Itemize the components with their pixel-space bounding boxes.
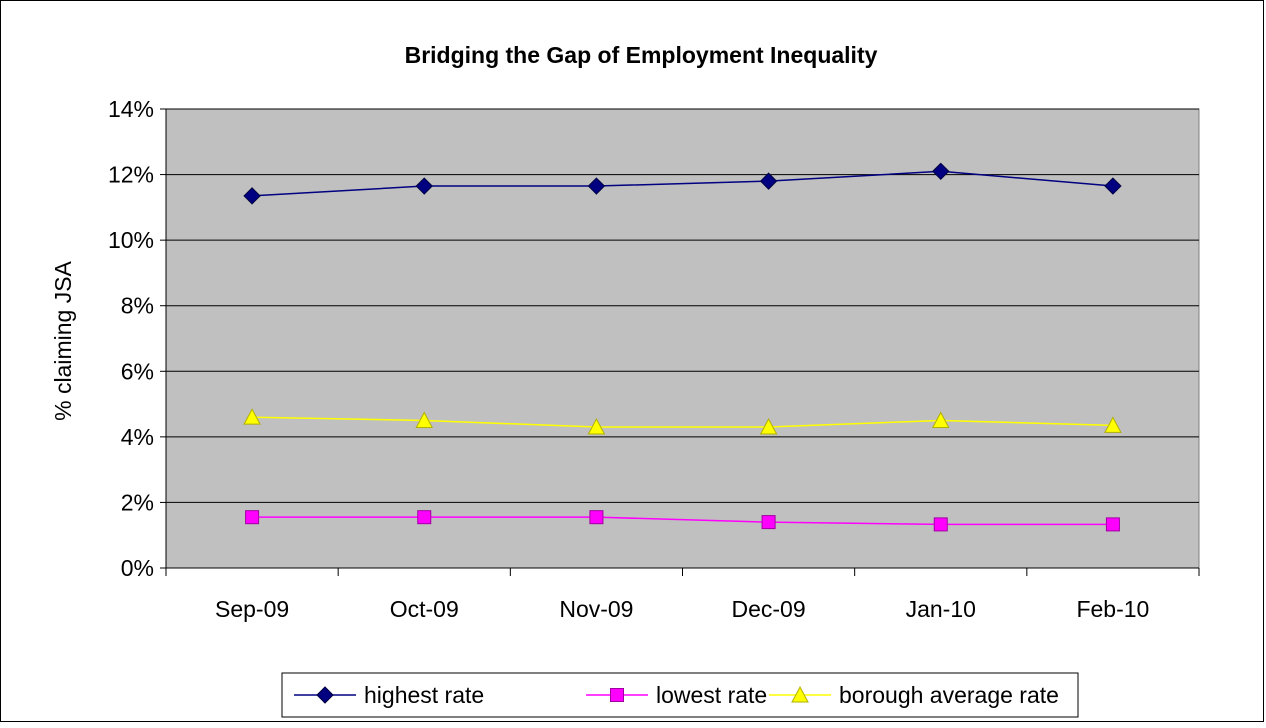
data-point-borough-average-rate	[931, 411, 950, 428]
data-point-highest-rate	[759, 172, 778, 190]
x-tick-label: Dec-09	[732, 596, 806, 622]
data-point-highest-rate	[415, 177, 433, 195]
data-point-lowest-rate	[933, 517, 948, 532]
data-point-highest-rate	[1104, 177, 1122, 195]
legend-marker-borough-average-rate	[791, 685, 809, 703]
data-point-borough-average-rate	[759, 417, 778, 435]
data-point-borough-average-rate	[243, 408, 261, 425]
data-point-highest-rate	[243, 187, 261, 205]
data-point-lowest-rate	[761, 515, 776, 530]
x-tick-label: Jan-10	[906, 596, 976, 622]
legend: highest rate lowest rate borough average r…	[281, 672, 1079, 718]
data-point-borough-average-rate	[415, 411, 434, 428]
y-tick-label: 8%	[121, 293, 154, 319]
x-tick-label: Nov-09	[559, 596, 633, 622]
data-point-highest-rate	[932, 162, 950, 180]
y-tick-label: 4%	[121, 424, 154, 450]
legend-box	[281, 672, 1079, 718]
x-tick-label: Feb-10	[1076, 596, 1149, 622]
y-tick-label: 2%	[121, 489, 154, 515]
y-tick-label: 0%	[121, 555, 154, 581]
legend-label-borough-average-rate: borough average rate	[839, 682, 1059, 708]
series-line-lowest-rate	[252, 516, 1113, 526]
data-point-borough-average-rate	[587, 417, 606, 435]
series-line-highest-rate	[252, 170, 1113, 197]
plot-background	[165, 108, 1200, 569]
x-tick-label: Oct-09	[390, 596, 459, 622]
y-tick-label: 12%	[108, 162, 154, 188]
legend-marker-lowest-rate	[610, 688, 624, 702]
series-line-borough-average-rate	[252, 416, 1113, 428]
chart-title: Bridging the Gap of Employment Inequalit…	[405, 42, 878, 68]
data-point-lowest-rate	[245, 510, 260, 525]
plot-area: 0% 2% 4% 6% 8% 10% 12% 14% Sep-09 Oct-09 Nov-09 Dec…	[108, 96, 1200, 622]
data-point-lowest-rate	[417, 510, 432, 525]
legend-label-lowest-rate: lowest rate	[656, 682, 767, 708]
x-tick-label: Sep-09	[215, 596, 289, 622]
data-point-borough-average-rate	[1104, 416, 1122, 433]
data-point-lowest-rate	[589, 510, 604, 525]
y-tick-label: 14%	[108, 96, 154, 122]
data-point-lowest-rate	[1105, 517, 1120, 532]
legend-label-highest-rate: highest rate	[364, 682, 484, 708]
y-axis-label: % claiming JSA	[50, 260, 76, 420]
legend-marker-highest-rate	[316, 686, 334, 704]
y-tick-label: 10%	[108, 227, 154, 253]
data-point-highest-rate	[587, 177, 606, 195]
y-tick-label: 6%	[121, 358, 154, 384]
